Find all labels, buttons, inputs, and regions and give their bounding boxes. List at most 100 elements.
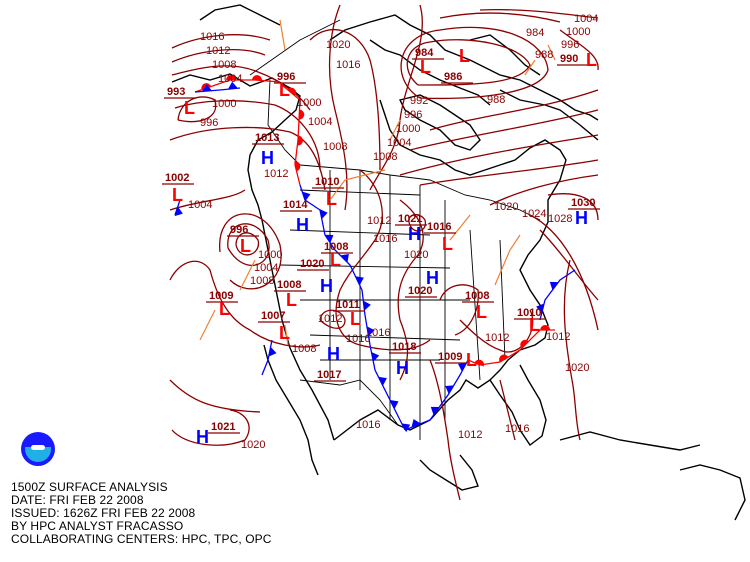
cold-front-symbol	[201, 84, 212, 92]
warm-front-symbol	[499, 354, 509, 363]
center-pressure-value: 990	[560, 53, 578, 65]
isobar-label: 1000	[297, 97, 321, 109]
high-pressure-marker: H	[327, 344, 340, 364]
cold-front-symbol	[324, 234, 334, 244]
warm-front-symbol	[540, 325, 551, 330]
isobar-label: 984	[526, 27, 544, 39]
center-pressure-value: 1009	[209, 290, 233, 302]
low-pressure-marker: L	[172, 185, 183, 205]
isobar-label: 996	[200, 117, 218, 129]
isobar-label: 1020	[326, 39, 350, 51]
isobar-label: 1000	[566, 26, 590, 38]
isobar-label: 1016	[366, 327, 390, 339]
caption-centers: COLLABORATING CENTERS: HPC, TPC, OPC	[11, 532, 272, 546]
isobar-label: 1008	[373, 151, 397, 163]
center-pressure-value: 1009	[438, 351, 462, 363]
low-pressure-marker: L	[219, 299, 230, 319]
isobar-label: 1000	[212, 98, 236, 110]
cold-front	[539, 269, 576, 321]
isobar-label: 1024	[522, 208, 546, 220]
warm-front-symbol	[287, 87, 297, 96]
isobar-label: 1016	[373, 233, 397, 245]
isobar-label: 1008	[292, 343, 316, 355]
isobars	[169, 4, 599, 501]
isobar-label: 1012	[264, 168, 288, 180]
cold-front-symbol	[355, 276, 364, 286]
warm-front	[194, 79, 281, 93]
political-borders	[249, 19, 541, 440]
isobar-label: 1008	[212, 59, 236, 71]
cold-front-symbol	[458, 362, 467, 372]
isobar-label: 996	[404, 109, 422, 121]
high-pressure-marker: H	[196, 427, 209, 447]
low-pressure-marker: L	[586, 50, 597, 70]
cold-front-symbol	[401, 423, 411, 433]
isobar-label: 1012	[318, 313, 342, 325]
analysis-caption: 1500Z SURFACE ANALYSIS DATE: FRI FEB 22 …	[11, 481, 272, 546]
low-pressure-marker: L	[459, 46, 470, 66]
isobar-label: 1012	[546, 331, 570, 343]
front-symbols	[174, 75, 559, 433]
center-pressure-value: 1010	[315, 176, 339, 188]
low-pressure-marker: L	[350, 309, 361, 329]
isobar-label: 1004	[308, 116, 332, 128]
isobar-label: 1020	[565, 362, 589, 374]
caption-analyst: BY HPC ANALYST FRACASSO	[11, 519, 184, 533]
cold-front-symbol	[319, 209, 328, 219]
center-pressure-value: 1008	[324, 241, 348, 253]
coastlines	[171, 4, 746, 521]
warm-front-symbol	[297, 135, 303, 146]
isobar-label: 988	[535, 49, 553, 61]
high-pressure-marker: H	[320, 276, 333, 296]
isobar-label: 992	[410, 95, 428, 107]
center-pressure-value: 996	[230, 224, 248, 236]
high-pressure-marker: H	[396, 358, 409, 378]
isobar-label: 1008	[250, 275, 274, 287]
high-pressure-marker: H	[261, 148, 274, 168]
isobar-label: 1004	[387, 137, 411, 149]
isobar-label: 1020	[404, 249, 428, 261]
low-pressure-marker: L	[330, 250, 341, 270]
low-pressure-marker: L	[529, 315, 540, 335]
center-pressure-value: 1030	[571, 197, 595, 209]
cold-front-symbol	[430, 406, 440, 416]
isobar-label: 1020	[494, 201, 518, 213]
low-pressure-marker: L	[466, 350, 477, 370]
warm-front-symbol	[226, 75, 236, 80]
cold-front-symbol	[174, 206, 183, 217]
isobar-label: 1008	[323, 141, 347, 153]
isobar-label: 1012	[206, 45, 230, 57]
low-pressure-marker: L	[279, 323, 290, 343]
center-pressure-value: 1008	[277, 279, 301, 291]
high-pressure-marker: H	[426, 268, 439, 288]
cold-front-symbol	[445, 385, 454, 394]
warm-front-symbol	[294, 161, 301, 172]
isobar-label: 1004	[218, 73, 242, 85]
center-pressure-value: 1010	[517, 307, 541, 319]
isobar-label: 1004	[254, 262, 278, 274]
isobar-label: 1020	[241, 439, 265, 451]
center-pressure-value: 1020	[300, 258, 324, 270]
cold-front	[261, 339, 273, 376]
low-pressure-marker: L	[476, 302, 487, 322]
isobar-label: 1016	[505, 423, 529, 435]
center-pressure-value: 1018	[392, 341, 416, 353]
cold-front-symbol	[390, 400, 399, 410]
caption-title: 1500Z SURFACE ANALYSIS	[11, 480, 168, 494]
isobar-label: 1004	[188, 199, 212, 211]
low-pressure-marker: L	[442, 234, 453, 254]
occluded-front	[281, 84, 301, 186]
center-pressure-value: 1007	[261, 310, 285, 322]
cold-front-symbol	[549, 281, 559, 291]
fronts	[174, 75, 576, 433]
isobar-label: 996	[561, 39, 579, 51]
cold-front-symbol	[536, 303, 545, 314]
center-pressure-value: 1021	[398, 213, 422, 225]
cold-front-symbol	[363, 300, 371, 311]
center-pressure-value: 1013	[255, 132, 279, 144]
isobar-label: 1012	[367, 215, 391, 227]
low-pressure-marker: L	[279, 80, 290, 100]
cold-front-symbol	[378, 376, 387, 386]
low-pressure-marker: L	[184, 98, 195, 118]
